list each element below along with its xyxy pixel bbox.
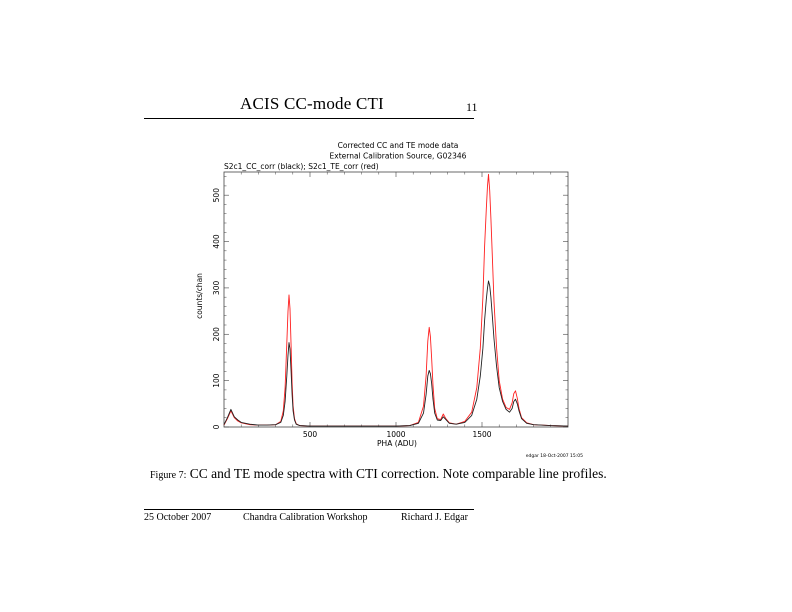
y-tick-label: 0 [212,424,221,429]
series-line-S2c1_CC_corr [223,280,569,427]
figure-caption: Figure 7: CC and TE mode spectra with CT… [150,466,607,482]
y-axis-label: counts/chan [195,273,204,319]
y-tick-label: 300 [212,281,221,296]
page-number: 11 [466,100,478,114]
header-rule [144,118,474,119]
footer-workshop: Chandra Calibration Workshop [243,512,368,523]
x-tick-label: 500 [303,430,318,439]
footer-rule [144,509,474,510]
y-tick-label: 400 [212,234,221,249]
x-tick-label: 1000 [386,430,405,439]
y-tick-label: 200 [212,327,221,342]
chart-stamp: edgar 18-Oct-2007 15:05 [526,453,583,459]
spectrum-chart: Corrected CC and TE mode data External C… [195,141,583,459]
x-axis-label: PHA (ADU) [377,439,417,448]
series-line-S2c1_TE_corr [223,173,569,427]
chart-subtitle: External Calibration Source, G02346 [330,152,467,161]
y-tick-label: 500 [212,188,221,203]
y-tick-label: 100 [212,373,221,388]
running-header-title: ACIS CC-mode CTI [240,94,384,113]
chart-title: Corrected CC and TE mode data [338,141,459,150]
plot-frame [223,171,569,428]
caption-lead: Figure 7: [150,470,187,481]
chart-series-label: S2c1_CC_corr (black); S2c1_TE_corr (red) [224,162,379,171]
footer-author: Richard J. Edgar [401,512,468,523]
plot-area: 500 1000 1500 0 100 200 300 400 500 [212,171,569,439]
footer-date: 25 October 2007 [144,512,212,523]
x-tick-label: 1500 [472,430,491,439]
caption-text: CC and TE mode spectra with CTI correcti… [186,466,607,481]
